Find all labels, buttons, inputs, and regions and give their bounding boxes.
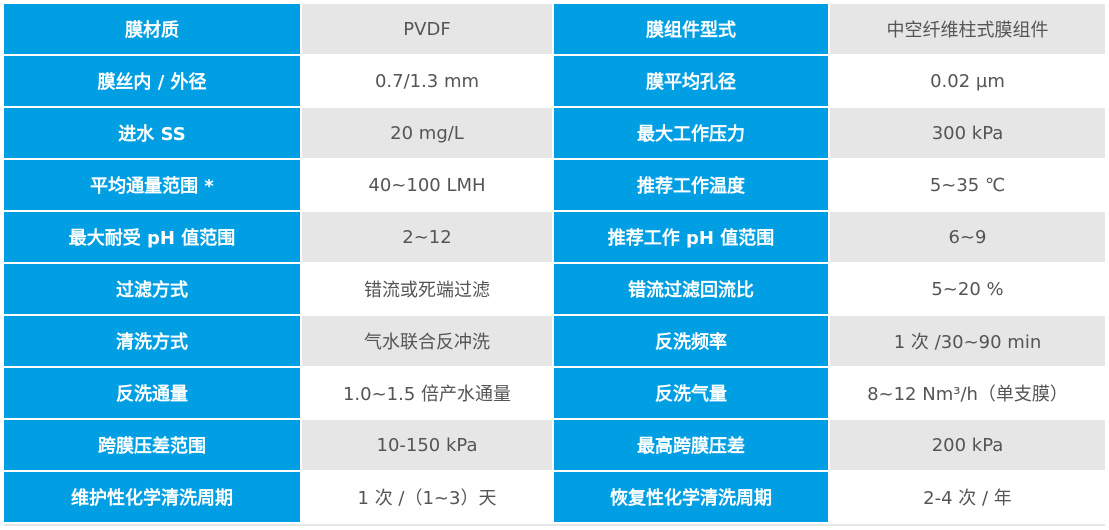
table-row: 反洗通量 1.0~1.5 倍产水通量 反洗气量 8~12 Nm³/h（单支膜） <box>4 368 1105 418</box>
spec-value: 1 次 /30~90 min <box>830 316 1105 366</box>
spec-label: 过滤方式 <box>4 264 300 314</box>
spec-label: 平均通量范围 * <box>4 160 300 210</box>
spec-label: 反洗通量 <box>4 368 300 418</box>
table-bottom-divider <box>4 524 1105 526</box>
table-row: 平均通量范围 * 40~100 LMH 推荐工作温度 5~35 ℃ <box>4 160 1105 210</box>
table-row: 维护性化学清洗周期 1 次 /（1~3）天 恢复性化学清洗周期 2-4 次 / 年 <box>4 472 1105 522</box>
spec-value: 5~20 % <box>830 264 1105 314</box>
spec-value: 10-150 kPa <box>302 420 552 470</box>
spec-value: 错流或死端过滤 <box>302 264 552 314</box>
spec-label: 反洗频率 <box>554 316 828 366</box>
spec-label: 最大耐受 pH 值范围 <box>4 212 300 262</box>
spec-label: 最大工作压力 <box>554 108 828 158</box>
table-row: 膜材质 PVDF 膜组件型式 中空纤维柱式膜组件 <box>4 4 1105 54</box>
spec-label: 进水 SS <box>4 108 300 158</box>
spec-value: 1.0~1.5 倍产水通量 <box>302 368 552 418</box>
spec-value: 1 次 /（1~3）天 <box>302 472 552 522</box>
spec-value: 0.7/1.3 mm <box>302 56 552 106</box>
table-row: 清洗方式 气水联合反冲洗 反洗频率 1 次 /30~90 min <box>4 316 1105 366</box>
spec-label: 恢复性化学清洗周期 <box>554 472 828 522</box>
spec-label: 推荐工作温度 <box>554 160 828 210</box>
spec-label: 错流过滤回流比 <box>554 264 828 314</box>
spec-label: 维护性化学清洗周期 <box>4 472 300 522</box>
spec-value: 气水联合反冲洗 <box>302 316 552 366</box>
spec-value: 2-4 次 / 年 <box>830 472 1105 522</box>
spec-label: 跨膜压差范围 <box>4 420 300 470</box>
table-row: 过滤方式 错流或死端过滤 错流过滤回流比 5~20 % <box>4 264 1105 314</box>
spec-value: 300 kPa <box>830 108 1105 158</box>
spec-value: PVDF <box>302 4 552 54</box>
spec-label: 膜组件型式 <box>554 4 828 54</box>
table-row: 最大耐受 pH 值范围 2~12 推荐工作 pH 值范围 6~9 <box>4 212 1105 262</box>
spec-label: 反洗气量 <box>554 368 828 418</box>
spec-value: 20 mg/L <box>302 108 552 158</box>
spec-value: 2~12 <box>302 212 552 262</box>
spec-label: 膜平均孔径 <box>554 56 828 106</box>
spec-label: 最高跨膜压差 <box>554 420 828 470</box>
spec-value: 中空纤维柱式膜组件 <box>830 4 1105 54</box>
spec-value: 5~35 ℃ <box>830 160 1105 210</box>
spec-value: 40~100 LMH <box>302 160 552 210</box>
spec-label: 膜丝内 / 外径 <box>4 56 300 106</box>
spec-value: 6~9 <box>830 212 1105 262</box>
table-row: 膜丝内 / 外径 0.7/1.3 mm 膜平均孔径 0.02 µm <box>4 56 1105 106</box>
spec-value: 8~12 Nm³/h（单支膜） <box>830 368 1105 418</box>
spec-label: 推荐工作 pH 值范围 <box>554 212 828 262</box>
spec-label: 清洗方式 <box>4 316 300 366</box>
table-row: 进水 SS 20 mg/L 最大工作压力 300 kPa <box>4 108 1105 158</box>
spec-label: 膜材质 <box>4 4 300 54</box>
spec-value: 200 kPa <box>830 420 1105 470</box>
spec-value: 0.02 µm <box>830 56 1105 106</box>
table-row: 跨膜压差范围 10-150 kPa 最高跨膜压差 200 kPa <box>4 420 1105 470</box>
